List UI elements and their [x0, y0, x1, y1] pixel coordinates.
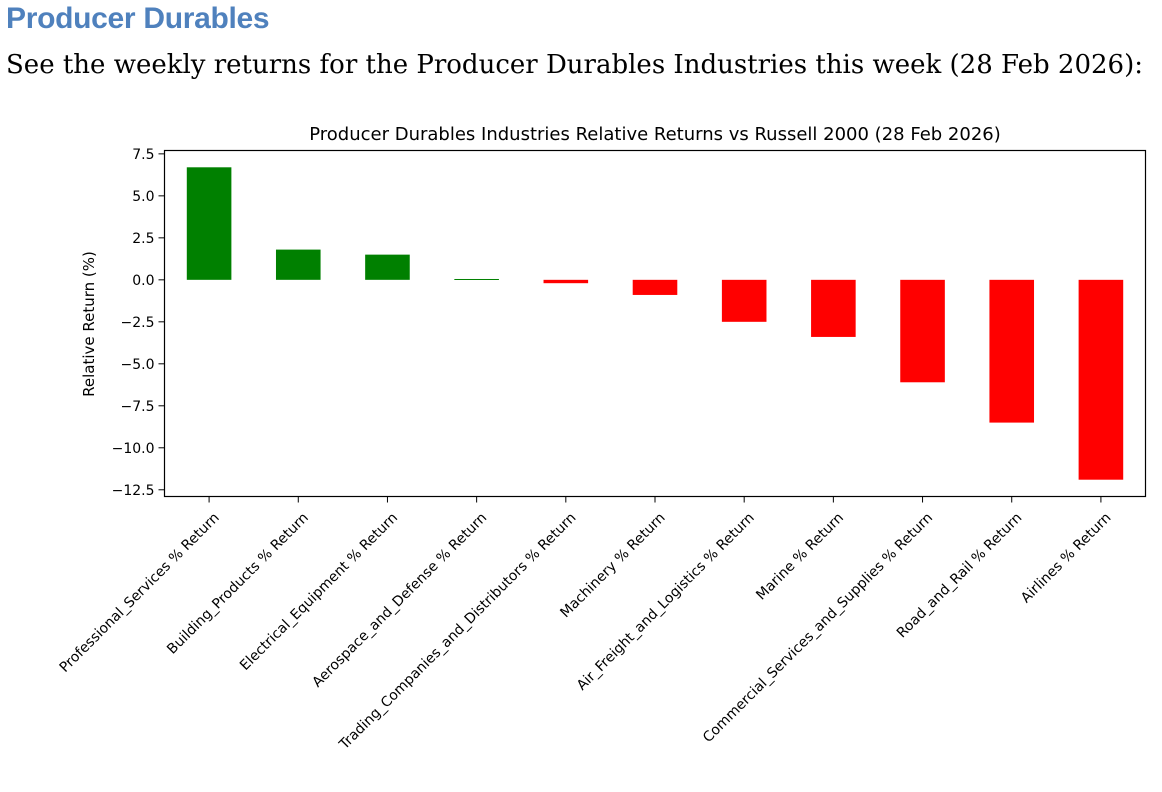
y-tick-label: 7.5 [132, 147, 154, 163]
x-tick-label: Professional_Services % Return [57, 510, 223, 676]
y-tick-label: −2.5 [121, 315, 155, 331]
plot-frame [163, 149, 1147, 498]
bar [989, 279, 1035, 423]
bars-layer [186, 167, 1124, 480]
bar [543, 279, 589, 284]
x-axis: Professional_Services % ReturnBuilding_P… [57, 496, 1115, 753]
bar [186, 167, 232, 280]
bar [454, 278, 499, 280]
y-tick-label: −12.5 [112, 483, 155, 499]
bar [365, 254, 410, 280]
bar [1078, 279, 1124, 480]
bar [811, 279, 856, 337]
x-tick-label: Airlines % Return [1018, 510, 1114, 606]
bar [900, 279, 945, 383]
y-tick-label: 5.0 [132, 189, 154, 205]
y-tick-label: 2.5 [132, 231, 154, 247]
y-tick-label: −5.0 [121, 357, 155, 373]
bar [632, 279, 678, 295]
bar [275, 249, 321, 280]
y-axis-label: Relative Return (%) [80, 251, 98, 397]
y-tick-label: 0.0 [132, 273, 154, 289]
y-tick-label: −10.0 [112, 441, 155, 457]
y-tick-label: −7.5 [121, 399, 155, 415]
x-tick-label: Marine % Return [753, 510, 847, 604]
x-tick-label: Air_Freight_and_Logistics % Return [574, 510, 758, 694]
section-heading: Producer Durables [6, 2, 270, 35]
bar [721, 279, 767, 322]
intro-text: See the weekly returns for the Producer … [6, 50, 1144, 80]
y-axis: 7.5 5.0 2.5 0.0 −2.5 −5.0 −7.5 −10.0 −12.5 [112, 147, 165, 499]
x-tick-label: Building_Products % Return [164, 510, 312, 658]
x-tick-label: Aerospace_and_Defense % Return [309, 510, 490, 691]
x-tick-label: Electrical_Equipment % Return [237, 510, 401, 674]
chart-title: Producer Durables Industries Relative Re… [309, 124, 1001, 145]
